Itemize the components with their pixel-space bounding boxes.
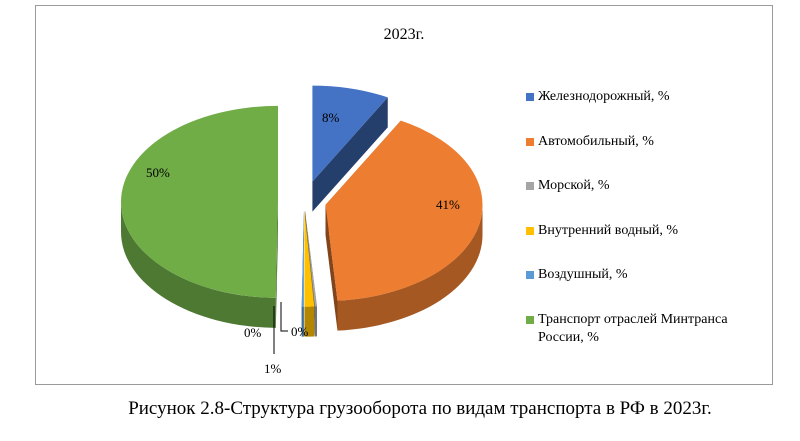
pie-slice-inland-water xyxy=(304,210,315,337)
chart-area: 2023г. 8% 41% 0% 1% 0% 50% Железнодорожный, %… xyxy=(35,5,773,385)
legend-label-railway: Железнодорожный, % xyxy=(538,89,670,104)
legend-swatch-automobile xyxy=(526,138,534,146)
legend-item-railway: Железнодорожный, % xyxy=(526,88,766,106)
pie-slice-mintrans xyxy=(121,105,279,328)
legend-label-sea: Морской, % xyxy=(538,178,610,193)
data-label-air: 0% xyxy=(291,324,309,339)
legend-swatch-mintrans xyxy=(526,316,534,324)
pie-chart: 8% 41% 0% 1% 0% 50% xyxy=(121,85,483,376)
pie-slice-automobile xyxy=(325,120,483,331)
leader-lines xyxy=(273,302,288,354)
data-label-mintrans: 50% xyxy=(146,165,170,180)
legend-swatch-sea xyxy=(526,182,534,190)
pie-slice-railway xyxy=(312,85,388,212)
data-label-sea: 0% xyxy=(244,325,262,340)
legend-item-automobile: Автомобильный, % xyxy=(526,133,766,151)
legend-swatch-railway xyxy=(526,93,534,101)
legend-label-inland-water: Внутренний водный, % xyxy=(538,223,679,238)
legend-item-inland-water: Внутренний водный, % xyxy=(526,222,766,240)
legend-item-sea: Морской, % xyxy=(526,177,766,195)
data-label-inland-water: 1% xyxy=(264,361,282,376)
legend-item-mintrans: Транспорт отраслей Минтранса России, % xyxy=(526,311,766,347)
chart-title: 2023г. xyxy=(383,26,425,43)
pie-slice-air xyxy=(301,210,304,337)
legend-label-air: Воздушный, % xyxy=(538,267,628,282)
legend-swatch-inland-water xyxy=(526,227,534,235)
legend-item-air: Воздушный, % xyxy=(526,266,766,284)
figure-caption: Рисунок 2.8-Структура грузооборота по ви… xyxy=(128,398,712,419)
legend-label-automobile: Автомобильный, % xyxy=(538,134,654,149)
legend-swatch-air xyxy=(526,271,534,279)
data-label-railway: 8% xyxy=(322,110,340,125)
legend-label-mintrans: Транспорт отраслей Минтранса России, % xyxy=(538,312,728,345)
data-label-automobile: 41% xyxy=(436,197,460,212)
